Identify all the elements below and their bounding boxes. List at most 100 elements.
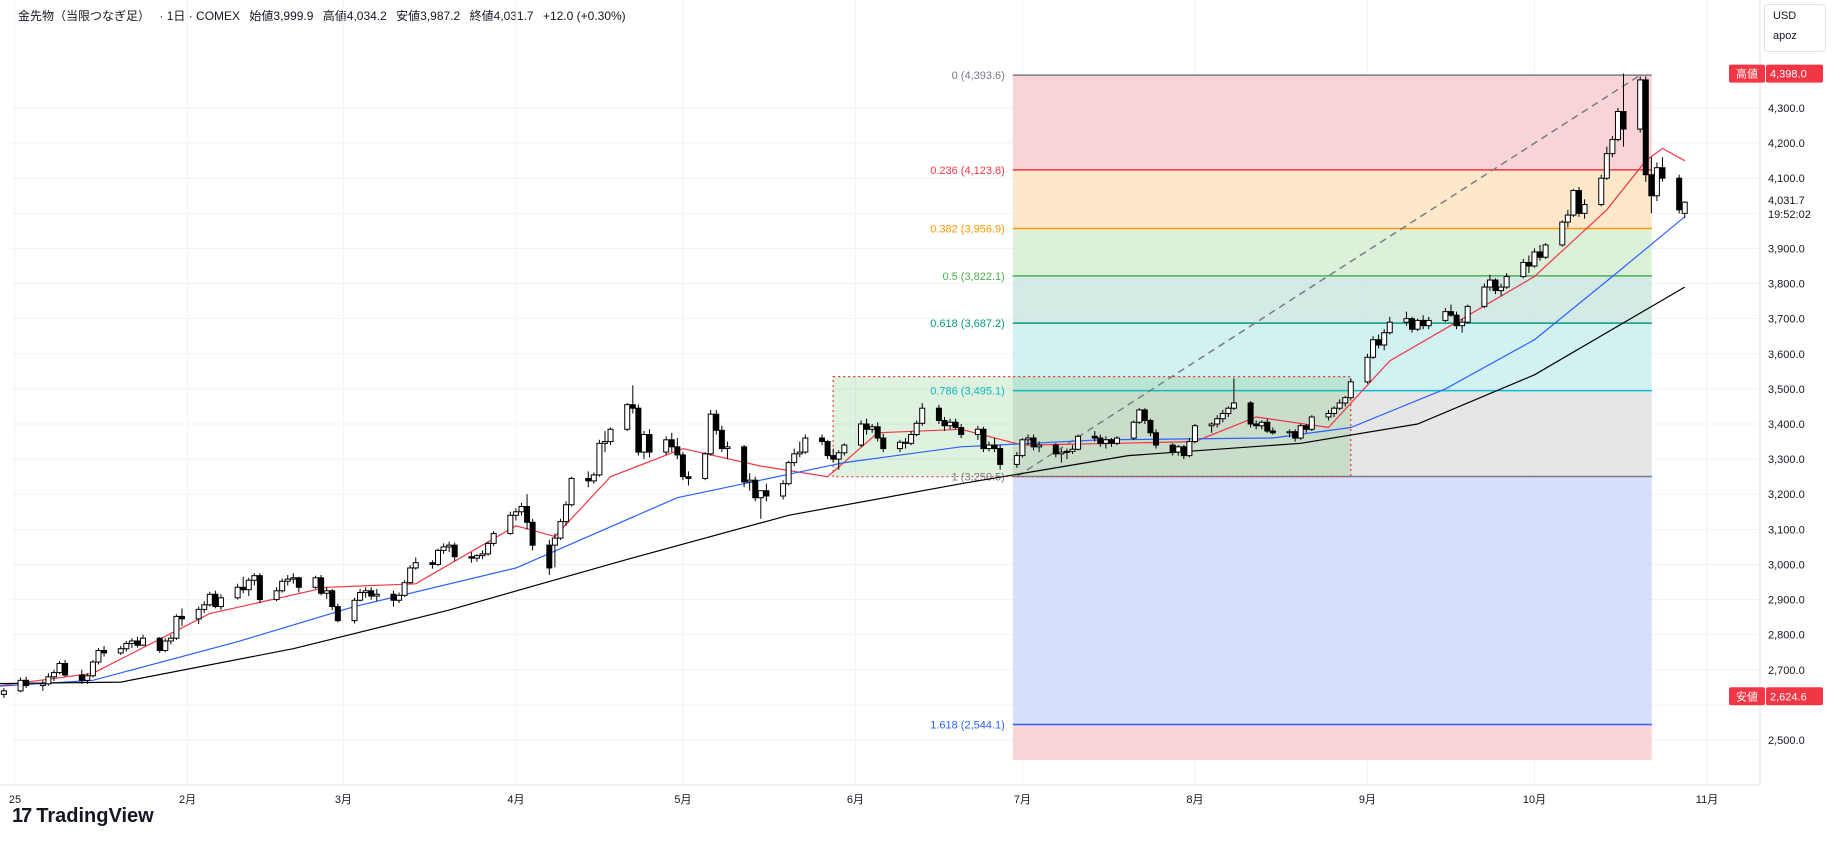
candle-body: [1130, 421, 1137, 439]
candle-body: [173, 615, 180, 639]
candle-body: [947, 421, 954, 427]
candle-body: [1486, 279, 1493, 288]
candle-body: [78, 674, 85, 681]
candle: [1364, 353, 1371, 384]
candle: [1370, 336, 1377, 360]
candle-body: [178, 615, 185, 620]
candle-body: [468, 556, 475, 559]
candle: [240, 576, 247, 594]
high-value-label: 4,398.0: [1770, 69, 1807, 81]
open-value: 始値3,999.9: [249, 9, 314, 23]
candle: [373, 589, 380, 602]
candle: [585, 471, 592, 488]
candle-body: [1169, 444, 1176, 453]
candle: [1542, 243, 1549, 259]
candle-body: [763, 490, 770, 497]
candle-body: [635, 407, 642, 453]
candle-body: [601, 441, 608, 444]
low-tag-label: 安値: [1736, 689, 1758, 703]
candle-body: [908, 434, 915, 444]
candle-body: [896, 441, 903, 450]
candle: [1648, 157, 1655, 214]
candle: [791, 448, 798, 467]
candle: [1414, 318, 1421, 331]
candle: [1225, 406, 1232, 417]
candle: [1175, 445, 1182, 456]
candle: [1537, 244, 1544, 261]
candle-body: [685, 476, 692, 479]
candle-body: [780, 483, 787, 497]
candle: [908, 431, 915, 446]
price-tick-label: 3,900.0: [1768, 243, 1805, 255]
candle: [869, 424, 876, 433]
candle: [390, 590, 397, 607]
candle-body: [1063, 450, 1070, 453]
candle: [1336, 399, 1343, 410]
candle: [273, 587, 280, 602]
candle-body: [1102, 439, 1109, 444]
candle-body: [1492, 279, 1499, 292]
candle: [1308, 415, 1315, 432]
candle: [1637, 76, 1644, 133]
candle: [1564, 209, 1571, 228]
candle: [1442, 308, 1449, 323]
candle: [485, 541, 492, 556]
candle: [1069, 445, 1076, 454]
price-tick-label: 2,500.0: [1768, 735, 1805, 747]
candle: [1570, 188, 1577, 217]
candle: [624, 402, 631, 432]
candle: [1375, 334, 1382, 349]
candle-body: [1147, 419, 1154, 434]
candle: [1058, 448, 1065, 463]
candle-body: [1091, 435, 1098, 439]
logo-text: TradingView: [36, 805, 154, 827]
candle-body: [1052, 444, 1059, 455]
symbol-name[interactable]: 金先物（当限つなぎ足）: [18, 9, 151, 23]
candle-body: [1325, 412, 1332, 418]
candle-body: [1542, 244, 1549, 258]
candle: [1214, 415, 1221, 428]
candle-body: [858, 423, 864, 446]
candle-body: [629, 404, 636, 409]
candle-body: [206, 593, 213, 606]
candle: [524, 494, 531, 530]
candle-body: [217, 597, 224, 608]
candle-body: [863, 423, 870, 430]
ma-long-line: [0, 286, 1686, 685]
tradingview-logo[interactable]: 17 TradingView: [12, 805, 154, 828]
candle-body: [980, 428, 987, 450]
candle-body: [273, 590, 280, 601]
candle-body: [830, 455, 837, 460]
candle: [156, 637, 163, 653]
price-tick-label: 4,200.0: [1768, 138, 1805, 150]
candle: [256, 573, 263, 604]
candle: [1063, 448, 1070, 460]
candle-body: [357, 592, 364, 601]
candle: [785, 460, 792, 486]
candle: [941, 416, 948, 432]
candle: [1681, 201, 1688, 218]
candle-body: [1598, 177, 1605, 206]
candle: [1464, 304, 1471, 324]
candle-body: [45, 676, 52, 685]
high-tag-label: 高値: [1736, 67, 1758, 81]
candle-body: [162, 640, 169, 651]
price-tick-label: 3,300.0: [1768, 454, 1805, 466]
candle: [1525, 255, 1532, 274]
candle: [89, 659, 96, 678]
candle: [1453, 311, 1460, 330]
candle: [935, 404, 942, 424]
candle-body: [529, 521, 536, 546]
candle-body: [1141, 409, 1148, 421]
candle-body: [396, 594, 403, 601]
candle: [635, 404, 642, 456]
candle: [841, 443, 848, 456]
tv-logo-icon: 17: [12, 805, 32, 827]
currency-label: USD: [1773, 10, 1797, 22]
candle-body: [707, 413, 714, 455]
candle-body: [290, 577, 297, 580]
currency-selector[interactable]: USD apoz: [1764, 4, 1826, 52]
candle-body: [117, 648, 124, 654]
candle-body: [1375, 339, 1382, 346]
